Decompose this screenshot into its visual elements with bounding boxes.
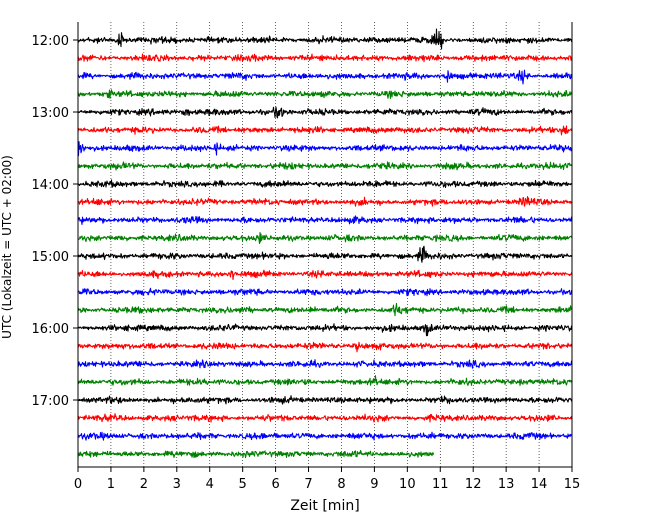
x-tick-label: 6: [271, 477, 279, 492]
trace-line: [77, 269, 573, 281]
y-tick-label: 12:00: [32, 34, 69, 49]
trace-line: [77, 375, 573, 386]
grid-lines: [110, 22, 540, 467]
x-tick-label: 15: [564, 477, 581, 492]
trace-line: [77, 89, 573, 99]
trace-line: [77, 431, 573, 441]
x-tick-label: 3: [173, 477, 181, 492]
traces: [77, 28, 573, 459]
x-tick-label: 2: [140, 477, 148, 492]
trace-line: [77, 215, 573, 225]
y-axis-label: UTC (Lokalzeit = UTC + 02:00): [0, 155, 14, 339]
x-tick-label: 12: [465, 477, 482, 492]
trace-line: [77, 141, 573, 157]
trace-line: [77, 323, 573, 337]
trace-line: [77, 302, 573, 317]
trace-line: [77, 125, 573, 136]
trace-line: [77, 413, 573, 423]
x-tick-label: 7: [304, 477, 312, 492]
trace-line: [77, 245, 573, 263]
x-tick-label: 11: [432, 477, 449, 492]
y-tick-label: 14:00: [32, 178, 69, 193]
trace-line: [77, 53, 573, 63]
x-tick-label: 1: [107, 477, 115, 492]
trace-line: [77, 161, 573, 171]
trace-line: [77, 359, 573, 369]
x-tick-label: 5: [239, 477, 247, 492]
y-tick-label: 15:00: [32, 250, 69, 265]
x-tick-label: 0: [74, 477, 82, 492]
trace-line: [77, 106, 573, 119]
trace-line: [77, 232, 573, 245]
x-tick-label: 13: [498, 477, 515, 492]
trace-line: [77, 341, 573, 353]
trace-line: [77, 179, 573, 189]
trace-line: [77, 69, 573, 85]
x-tick-label: 9: [370, 477, 378, 492]
x-tick-label: 14: [531, 477, 548, 492]
y-tick-label: 13:00: [32, 106, 69, 121]
x-axis-label: Zeit [min]: [290, 498, 359, 514]
x-tick-label: 4: [206, 477, 214, 492]
x-tick-label: 8: [337, 477, 345, 492]
trace-line: [77, 287, 573, 297]
x-tick-label: 10: [399, 477, 416, 492]
axes: 0 1 2 3 4 5 6 7 8 9 10 11 12 13 14 1512:0013:0014:0015:…: [32, 22, 581, 492]
y-tick-label: 16:00: [32, 322, 69, 337]
trace-line: [77, 28, 573, 50]
trace-line: [77, 196, 573, 207]
trace-line: [77, 395, 573, 405]
trace-line: [77, 449, 435, 459]
y-tick-label: 17:00: [32, 394, 69, 409]
